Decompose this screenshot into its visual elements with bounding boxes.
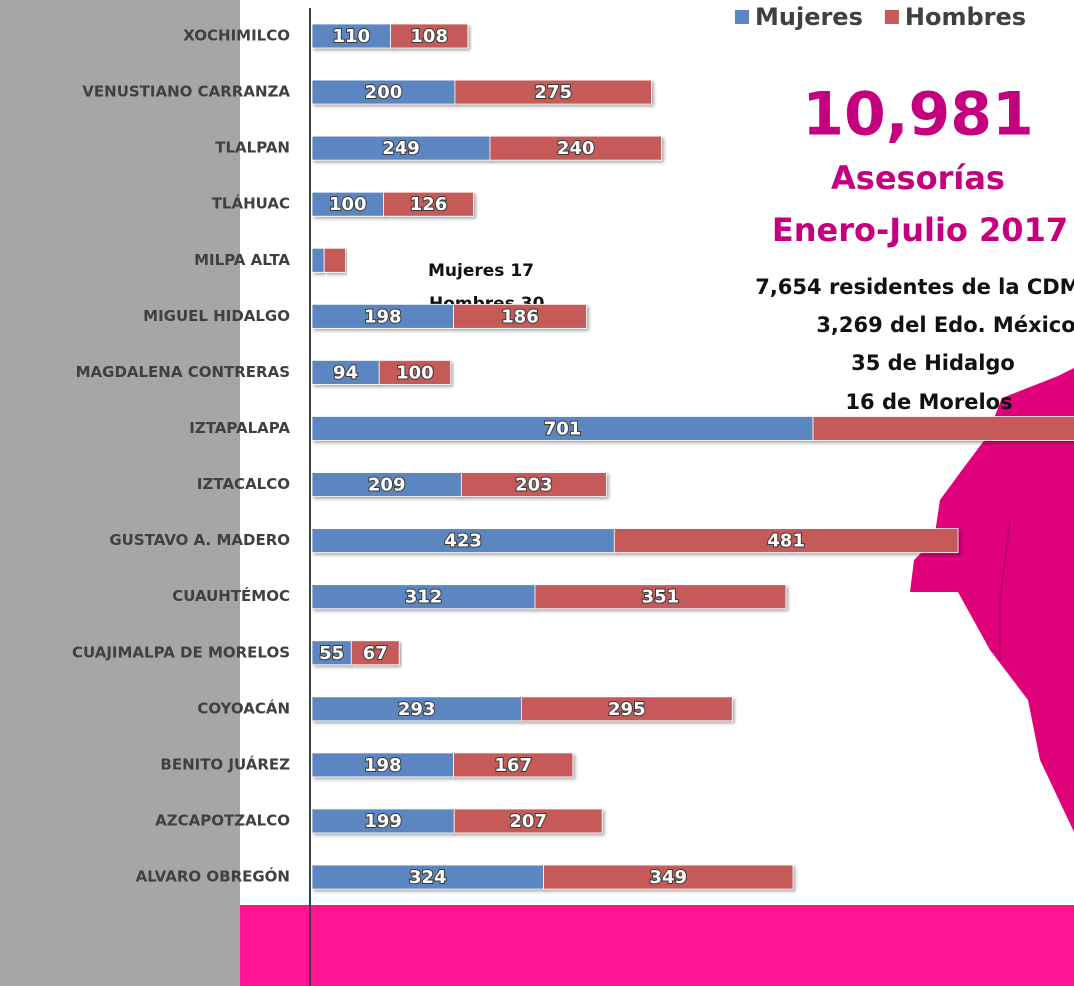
bar-segment (311, 360, 380, 385)
bar-segment (378, 360, 452, 385)
note: 7,654 residentes de la CDMX (755, 275, 1074, 299)
bar-segment (454, 79, 652, 105)
value-label: 701 (544, 418, 582, 439)
value-label: 324 (409, 867, 447, 888)
category-label: COYOACÁN (197, 698, 290, 717)
category-label: TLÁHUAC (212, 194, 290, 213)
value-label: 481 (767, 531, 805, 552)
value-label: 312 (405, 587, 443, 608)
total: 10,981 (802, 80, 1034, 150)
category-label: ALVARO OBREGÓN (136, 867, 290, 886)
value-label: 351 (642, 587, 680, 608)
value-label: 94 (333, 362, 358, 383)
value-label: 423 (444, 531, 482, 552)
bar-segment (311, 696, 522, 722)
bar-segment (311, 864, 544, 890)
category-label: MILPA ALTA (194, 251, 290, 269)
value-label: 295 (608, 699, 646, 720)
side-band (0, 0, 240, 986)
bar-segment (311, 584, 536, 610)
legend-swatch (884, 10, 899, 24)
bar-segment (323, 247, 346, 273)
bottom-band (240, 905, 1074, 986)
value-label: 55 (319, 643, 344, 664)
category-label: IZTAPALAPA (189, 419, 290, 437)
bar-segment (453, 303, 587, 329)
value-label: 100 (329, 194, 367, 215)
bar-segment (489, 135, 662, 161)
category-label: MAGDALENA CONTRERAS (76, 363, 290, 381)
value-label: 200 (365, 82, 403, 103)
legend-label: Hombres (905, 3, 1026, 31)
bar-segment (311, 247, 325, 273)
bar-segment (543, 864, 794, 890)
value-label: 203 (515, 475, 553, 496)
value-label: 198 (364, 306, 402, 327)
bar-segment (311, 191, 384, 217)
bar-segment (311, 79, 456, 105)
bar-segment (390, 23, 469, 49)
bar-segment (311, 135, 491, 161)
note: 35 de Hidalgo (851, 351, 1015, 375)
value-label: 249 (382, 138, 420, 159)
bar-segment (311, 416, 814, 441)
value-label: 275 (534, 82, 572, 103)
value-label: 67 (363, 643, 388, 664)
category-label: MIGUEL HIDALGO (143, 307, 290, 325)
category-label: TLALPAN (215, 139, 290, 157)
bar-segment (460, 472, 607, 497)
value-label: 186 (501, 306, 539, 327)
annotation: Mujeres 17 (428, 261, 534, 281)
note: 3,269 del Edo. México (816, 313, 1074, 337)
value-label: 110 (333, 26, 371, 47)
category-label: BENITO JUÁREZ (160, 754, 290, 773)
value-label: 167 (494, 755, 532, 776)
category-label: XOCHIMILCO (183, 27, 290, 45)
note: 16 de Morelos (845, 390, 1012, 414)
value-label: 199 (364, 811, 402, 832)
category-label: CUAUHTÉMOC (172, 586, 290, 605)
bar-segment (311, 528, 615, 554)
bar-segment (453, 752, 574, 778)
value-label: 209 (368, 475, 406, 496)
category-label: GUSTAVO A. MADERO (109, 531, 290, 549)
subtitle: Asesorías (831, 159, 1005, 197)
value-label: 198 (364, 755, 402, 776)
bar-segment (521, 696, 733, 722)
bar-segment (613, 528, 959, 554)
value-label: 100 (396, 362, 434, 383)
period: Enero-Julio 2017 (772, 211, 1068, 249)
map-border (999, 519, 1011, 660)
bar-segment (350, 640, 400, 666)
value-label: 293 (398, 699, 436, 720)
bar-segment (383, 191, 474, 217)
category-label: AZCAPOTZALCO (155, 811, 290, 829)
category-label: IZTACALCO (197, 475, 290, 493)
bar-segment (534, 584, 787, 610)
value-label: 349 (649, 867, 687, 888)
value-label: 108 (410, 26, 448, 47)
bar-segment (453, 808, 603, 834)
value-label: 126 (410, 194, 448, 215)
bar-segment (311, 472, 462, 497)
legend-swatch (735, 10, 749, 24)
legend-label: Mujeres (755, 3, 863, 31)
value-label: 240 (557, 138, 595, 159)
map-shape (910, 368, 1074, 832)
value-label: 207 (509, 811, 547, 832)
category-label: CUAJIMALPA DE MORELOS (72, 643, 290, 661)
bar-segment (812, 416, 1074, 441)
category-label: VENUSTIANO CARRANZA (82, 83, 290, 101)
